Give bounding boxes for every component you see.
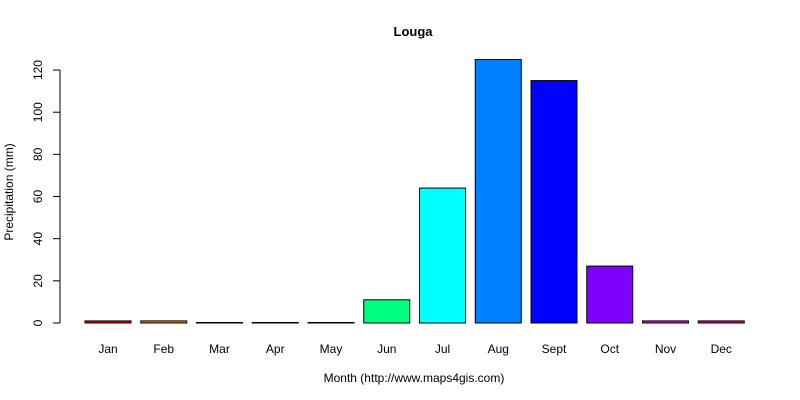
x-axis-label: Month (http://www.maps4gis.com) <box>324 371 505 385</box>
bar-jan <box>84 320 132 324</box>
x-axis-labels: Jan Feb Mar Apr May Jun Jul Aug Sept Oct Nov Dec <box>98 342 732 356</box>
x-tick-label: Mar <box>209 342 230 356</box>
x-tick-label: Jan <box>98 342 117 356</box>
bar-nov <box>642 320 689 324</box>
y-tick-label: 60 <box>31 190 45 204</box>
chart-title: Louga <box>394 24 434 39</box>
bar-jun <box>363 299 411 324</box>
y-tick-label: 40 <box>31 232 45 246</box>
y-tick-label: 0 <box>31 319 45 326</box>
bar-may <box>307 322 355 324</box>
y-tick-label: 80 <box>31 147 45 161</box>
x-tick-label: Apr <box>266 342 285 356</box>
bar-oct <box>586 265 634 324</box>
y-tick-label: 100 <box>31 102 45 122</box>
x-tick-label: Nov <box>655 342 676 356</box>
bar-apr <box>251 322 299 324</box>
x-tick-label: Jul <box>435 342 450 356</box>
x-tick-label: Dec <box>711 342 732 356</box>
y-axis: 0 20 40 60 80 100 120 <box>31 60 61 326</box>
x-tick-label: Aug <box>488 342 509 356</box>
y-tick-label: 120 <box>31 60 45 80</box>
x-tick-label: Jun <box>377 342 396 356</box>
bars-group <box>84 59 745 324</box>
x-tick-label: Feb <box>153 342 174 356</box>
bar-dec <box>697 320 745 324</box>
y-axis-label: Precipitation (mm) <box>2 143 16 240</box>
bar-sept <box>530 80 578 324</box>
bar-mar <box>196 322 243 324</box>
bar-aug <box>474 59 522 324</box>
x-tick-label: May <box>320 342 343 356</box>
bar-jul <box>419 187 466 324</box>
y-tick-label: 20 <box>31 274 45 288</box>
bar-feb <box>140 320 188 324</box>
x-tick-label: Sept <box>542 342 567 356</box>
x-tick-label: Oct <box>600 342 619 356</box>
